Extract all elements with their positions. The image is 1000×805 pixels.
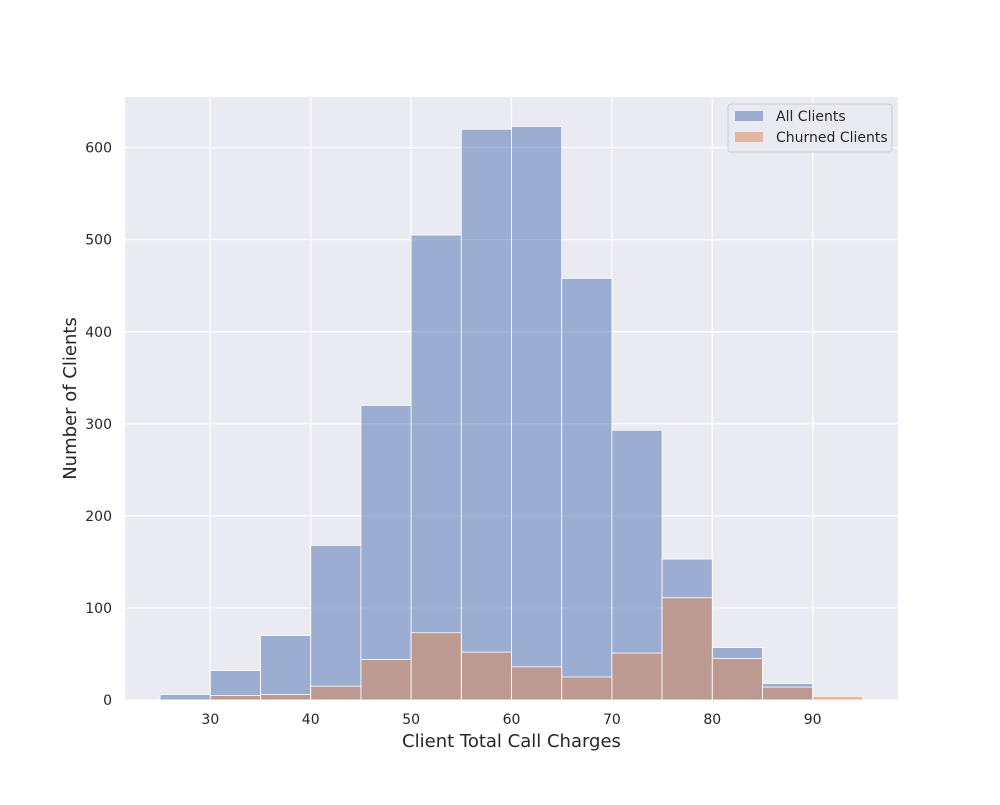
y-tick-label: 100 — [85, 601, 112, 617]
legend-swatch-churned-clients — [735, 132, 763, 142]
y-tick-label: 300 — [85, 417, 112, 433]
y-tick-label: 600 — [85, 141, 112, 157]
histogram-bar — [209, 694, 261, 701]
histogram-bar — [460, 128, 512, 701]
x-tick-label: 40 — [302, 712, 320, 728]
y-tick-label: 400 — [85, 325, 112, 341]
legend: All Clients Churned Clients — [727, 103, 893, 153]
histogram-bar — [410, 632, 462, 701]
y-tick-label: 500 — [85, 233, 112, 249]
x-tick-label: 70 — [603, 712, 621, 728]
histogram-bar — [711, 658, 763, 701]
legend-label-churned-clients: Churned Clients — [776, 130, 888, 146]
x-tick-label: 90 — [804, 712, 822, 728]
histogram-bar — [410, 234, 462, 701]
legend-swatch-all-clients — [735, 111, 763, 121]
histogram-bar — [260, 635, 312, 701]
histogram-bar — [310, 544, 362, 701]
histogram-bar — [812, 695, 864, 701]
legend-box — [727, 103, 893, 153]
histogram-bar — [561, 676, 613, 701]
x-tick-labels: 30 40 50 60 70 80 90 — [201, 712, 821, 728]
y-tick-label: 0 — [103, 693, 112, 709]
x-axis-label: Client Total Call Charges — [402, 731, 621, 752]
bars-layer — [159, 126, 864, 701]
series-1-bars — [209, 597, 864, 701]
histogram-bar — [460, 651, 512, 701]
histogram-bar — [762, 686, 814, 701]
histogram-bar — [360, 659, 412, 701]
histogram-bar — [360, 405, 412, 701]
histogram-bar — [511, 126, 563, 701]
y-axis-label: Number of Clients — [60, 317, 81, 480]
histogram-bar — [260, 694, 312, 701]
x-tick-label: 30 — [201, 712, 219, 728]
histogram-bar — [511, 666, 563, 701]
histogram-bar — [310, 685, 362, 701]
histogram-bar — [159, 694, 211, 701]
x-tick-label: 80 — [703, 712, 721, 728]
histogram-bar — [661, 597, 713, 701]
y-tick-labels: 0 100 200 300 400 500 600 — [85, 141, 112, 709]
legend-label-all-clients: All Clients — [776, 109, 846, 125]
histogram-bar — [561, 277, 613, 701]
x-tick-label: 60 — [503, 712, 521, 728]
x-tick-label: 50 — [402, 712, 420, 728]
histogram-bar — [611, 652, 663, 701]
y-tick-label: 200 — [85, 509, 112, 525]
